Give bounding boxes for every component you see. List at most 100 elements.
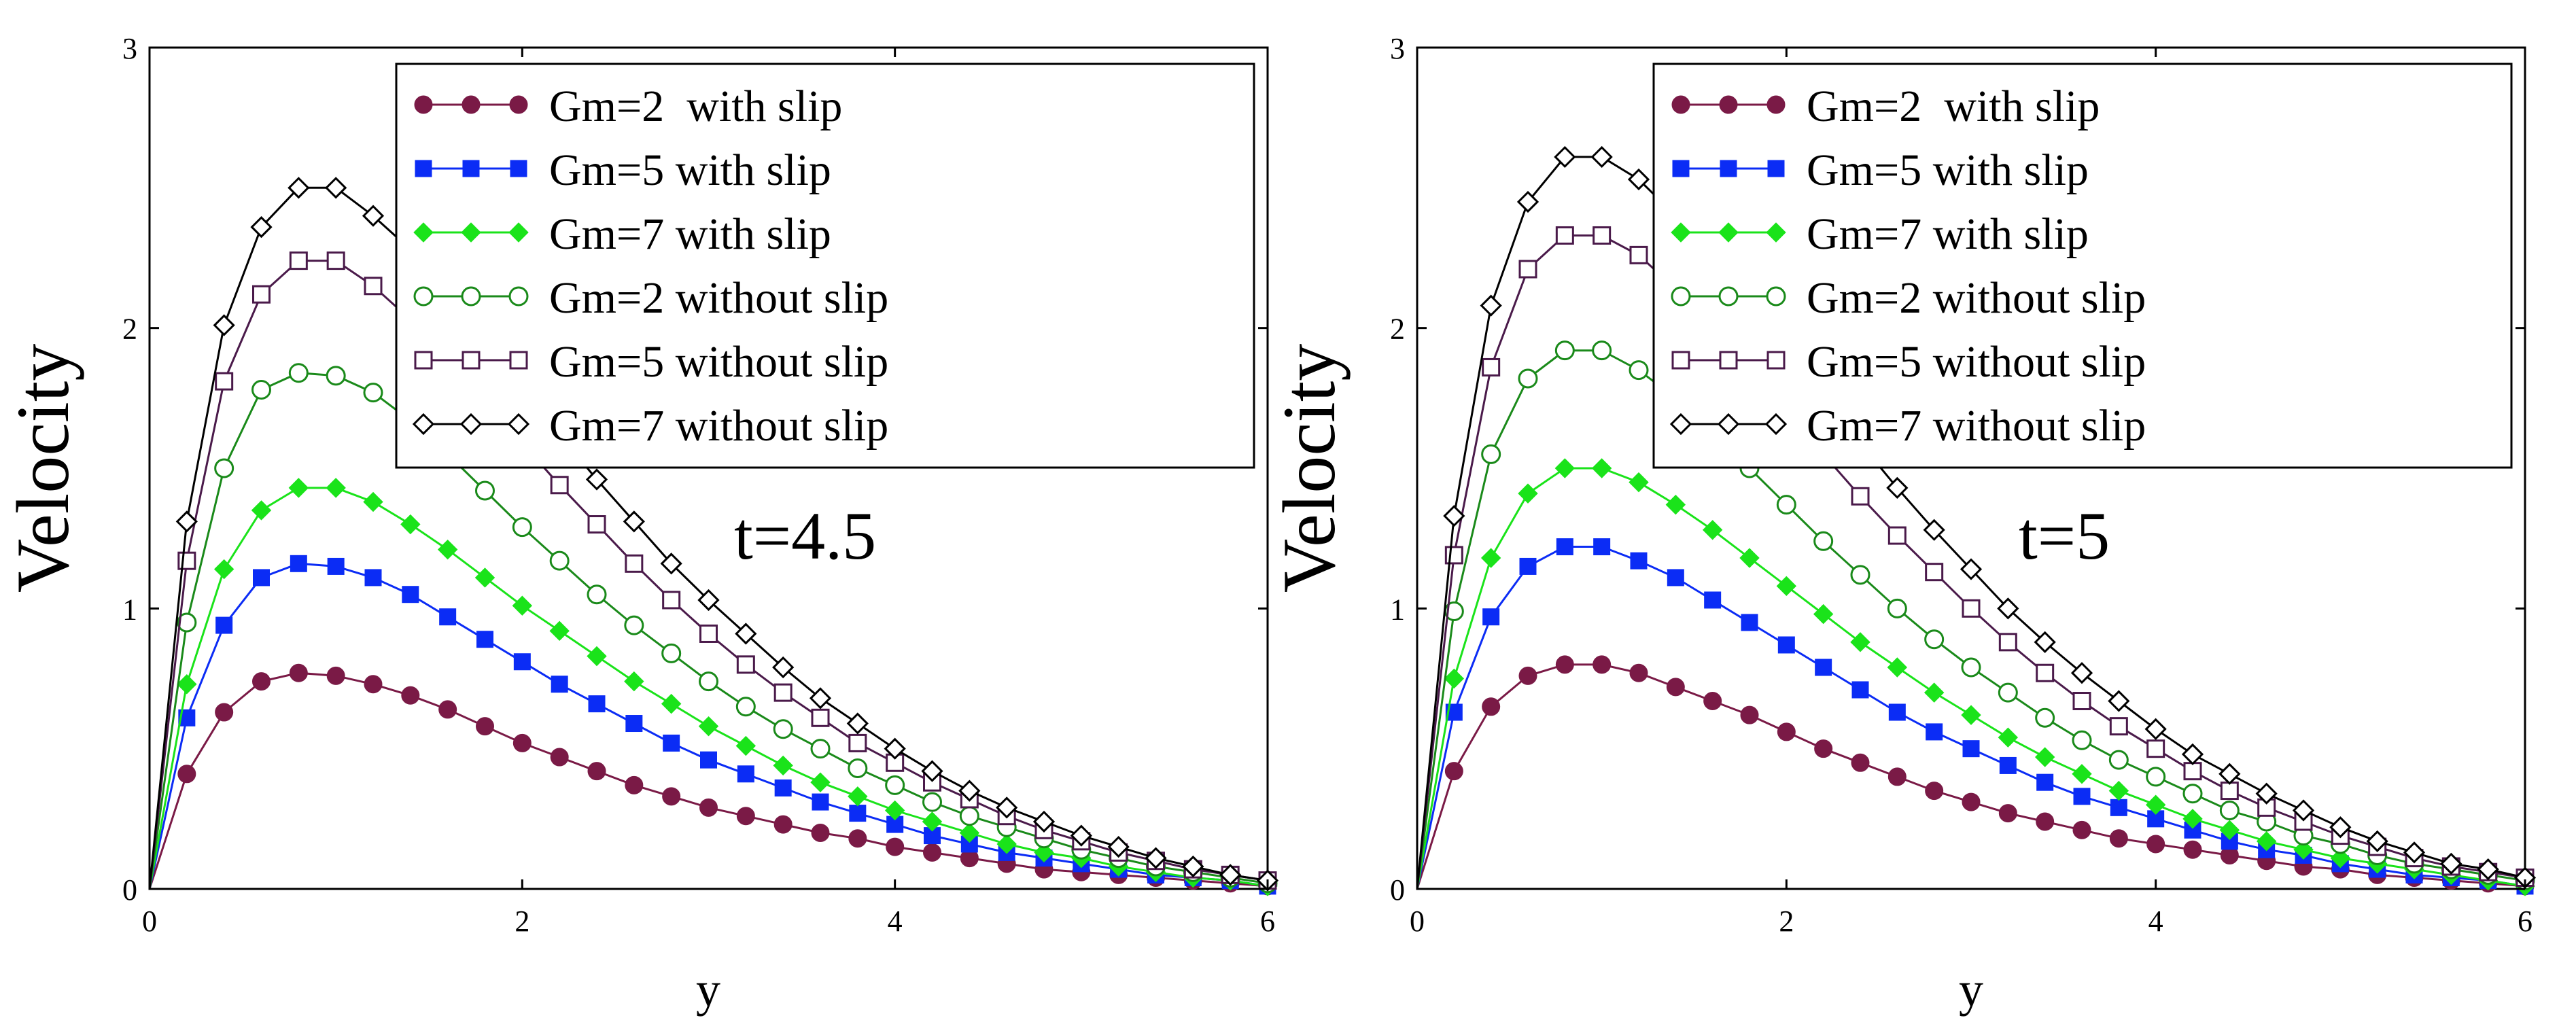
data-point (1704, 591, 1722, 609)
data-point (1667, 569, 1684, 586)
legend-marker (1669, 413, 1692, 436)
y-tick-label: 3 (122, 32, 137, 65)
data-point (1703, 692, 1722, 711)
data-point (215, 703, 234, 722)
series-3 (1416, 458, 2535, 896)
data-point (1961, 705, 1981, 725)
data-point (1032, 810, 1056, 833)
data-point (438, 700, 457, 719)
data-point (1590, 145, 1613, 169)
data-point (1070, 824, 1092, 847)
data-point (1887, 598, 1907, 618)
data-point (959, 822, 980, 843)
data-point (364, 277, 383, 296)
time-annotation: t=5 (2019, 498, 2110, 574)
legend-label: Gm=7 with slip (1807, 209, 2089, 259)
data-point (550, 476, 569, 495)
data-point (1481, 444, 1501, 464)
data-point (2109, 717, 2128, 736)
data-point (2329, 816, 2352, 839)
legend-entry: Gm=2 with slip (1671, 82, 2100, 131)
data-point (697, 589, 720, 612)
legend-entry: Gm=7 with slip (1671, 209, 2089, 259)
data-point (1888, 703, 1906, 721)
data-point (1627, 168, 1650, 191)
data-point (1182, 855, 1204, 878)
legend-marker (510, 160, 527, 177)
data-point (513, 653, 531, 671)
legend-marker (1767, 160, 1785, 177)
data-point (735, 623, 757, 645)
data-point (1518, 368, 1538, 389)
data-point (2440, 852, 2462, 875)
data-point (363, 491, 383, 512)
data-point (1519, 557, 1537, 575)
data-point (1629, 245, 1648, 264)
legend-box (395, 63, 1255, 469)
legend-label: Gm=5 with slip (1807, 145, 2089, 195)
data-point (625, 775, 644, 794)
time-annotation: t=4.5 (734, 498, 876, 574)
data-point (886, 816, 904, 833)
data-point (2293, 839, 2314, 860)
data-point (512, 517, 532, 538)
data-point (175, 510, 198, 533)
data-point (1219, 864, 1242, 886)
data-point (1629, 360, 1649, 381)
data-point (1998, 727, 2019, 748)
data-point (886, 837, 905, 856)
data-point (1444, 762, 1463, 781)
y-tick-label: 3 (1390, 32, 1405, 65)
data-point (1999, 756, 2017, 774)
data-point (1776, 576, 1797, 597)
data-point (475, 480, 495, 501)
data-point (848, 829, 867, 848)
legend-marker (412, 413, 435, 436)
data-point (325, 177, 347, 199)
data-point (1962, 740, 1980, 758)
data-point (736, 807, 755, 826)
data-point (1518, 666, 1537, 685)
legend-label: Gm=5 without slip (549, 337, 888, 387)
data-point (2072, 730, 2092, 750)
data-point (811, 823, 830, 842)
data-point (663, 734, 680, 752)
legend-label: Gm=2 with slip (1807, 82, 2100, 131)
data-point (2072, 764, 2092, 784)
data-point (1887, 657, 1908, 678)
data-point (1554, 458, 1576, 478)
data-point (699, 798, 718, 817)
legend-marker (415, 160, 432, 177)
data-point (2182, 784, 2203, 804)
data-point (1665, 494, 1686, 515)
legend-entry: Gm=2 without slip (413, 273, 888, 323)
series-line (1416, 467, 2526, 890)
legend-entry: Gm=5 with slip (415, 145, 831, 195)
data-point (625, 715, 643, 733)
data-point (1482, 608, 1500, 626)
legend-label: Gm=7 without slip (1807, 401, 2146, 451)
data-point (2477, 858, 2499, 881)
data-point (1702, 520, 1723, 540)
legend-marker (1719, 351, 1738, 370)
data-point (326, 478, 346, 498)
legend: Gm=2 with slip Gm=5 with slip Gm=7 with sl… (395, 63, 1255, 469)
data-point (849, 805, 867, 822)
legend-marker (1717, 413, 1740, 436)
data-point (923, 843, 941, 862)
data-point (1145, 847, 1167, 869)
data-point (1443, 505, 1465, 527)
data-point (1629, 472, 1649, 493)
data-point (1850, 632, 1870, 652)
x-tick-label: 2 (1779, 905, 1794, 938)
data-point (661, 693, 682, 714)
legend-marker (1718, 286, 1739, 307)
data-point (2108, 750, 2129, 770)
data-point (512, 733, 532, 752)
legend-marker (413, 222, 434, 243)
data-point (1555, 655, 1574, 674)
series-1 (1416, 655, 2535, 896)
data-point (1480, 548, 1501, 568)
